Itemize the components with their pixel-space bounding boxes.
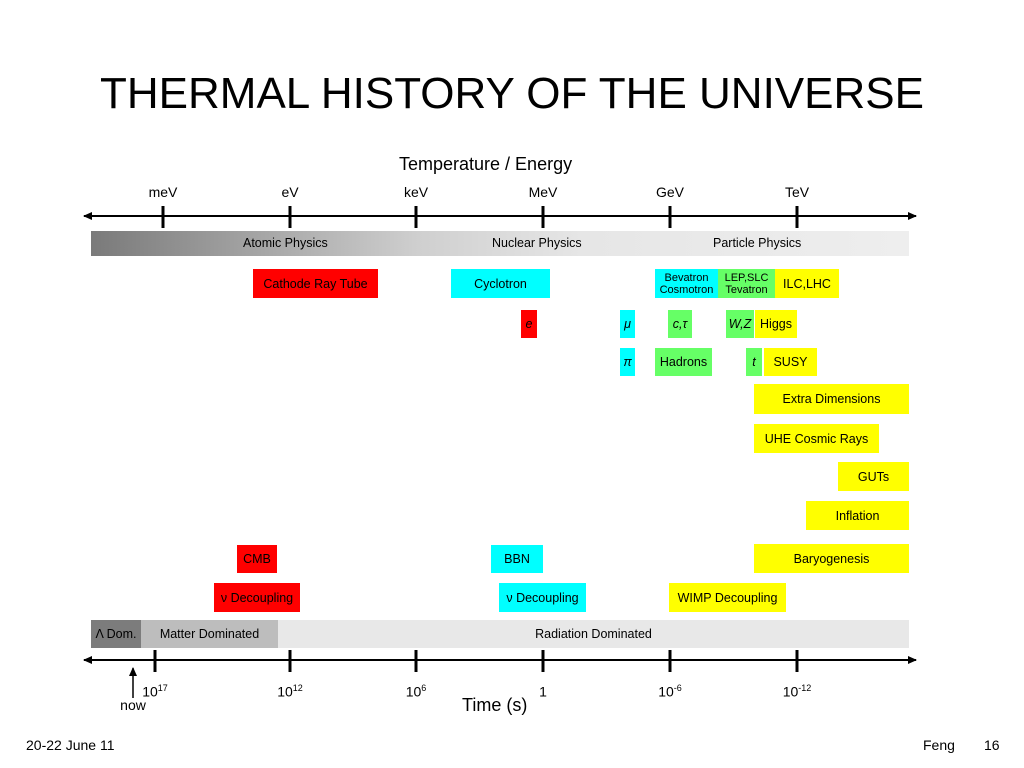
bottom-tick-label: 10-6 [658,683,682,700]
radiation-dominated-segment: Radiation Dominated [278,620,909,648]
top-axis-ticks [161,206,799,228]
hadrons-box: Hadrons [655,348,712,376]
higgs-box: Higgs [755,310,797,338]
cathode-ray-tube-box: Cathode Ray Tube [253,269,378,298]
lep-slc-label: LEP,SLC [724,271,769,284]
top-tick-label: eV [281,184,299,200]
bottom-tick-label: 10-12 [782,683,812,700]
tevatron-label: Tevatron [725,283,768,296]
top-axis-title: Temperature / Energy [399,154,573,174]
bottom-tick-label: 106 [405,683,427,700]
top-tick-label: keV [403,184,429,200]
atomic-physics-label: Atomic Physics [243,236,328,250]
neutrino-decoupling-box-2: ν Decoupling [499,583,586,612]
bbn-box: BBN [491,545,543,573]
baryogenesis-box: Baryogenesis [754,544,909,573]
charm-tau-box: c,τ [668,310,692,338]
top-tick-label: GeV [655,184,684,200]
ilc-lhc-box: ILC,LHC [775,269,839,298]
bottom-tick-label: 1012 [277,683,303,700]
lep-slc-tevatron-box: LEP,SLC Tevatron [718,269,775,298]
slide-title: THERMAL HISTORY OF THE UNIVERSE [100,69,924,118]
inflation-box: Inflation [806,501,909,530]
cosmotron-label: Cosmotron [659,283,714,296]
nuclear-physics-label: Nuclear Physics [492,236,582,250]
bottom-axis-ticks [153,650,799,672]
bevatron-label: Bevatron [664,271,709,284]
wimp-decoupling-box: WIMP Decoupling [669,583,786,612]
susy-box: SUSY [764,348,817,376]
bottom-tick-label: 1017 [142,683,168,700]
matter-dominated-segment: Matter Dominated [141,620,278,648]
uhe-cosmic-rays-box: UHE Cosmic Rays [754,424,879,453]
muon-box: μ [620,310,635,338]
lambda-dominated-segment: Λ Dom. [91,620,141,648]
physics-band: Atomic Physics Nuclear Physics Particle … [91,231,909,256]
guts-box: GUTs [838,462,909,491]
now-label: now [120,697,146,713]
top-tick-label: MeV [528,184,558,200]
bottom-tick-label: 1 [539,683,547,700]
w-z-box: W,Z [726,310,754,338]
extra-dimensions-box: Extra Dimensions [754,384,909,414]
top-quark-box: t [746,348,762,376]
bottom-axis-title: Time (s) [462,695,528,715]
footer-author: Feng [923,737,955,753]
bevatron-cosmotron-box: Bevatron Cosmotron [655,269,718,298]
cyclotron-box: Cyclotron [451,269,550,298]
electron-box: e [521,310,537,338]
top-tick-label: TeV [784,184,810,200]
footer-date: 20-22 June 11 [26,737,115,753]
neutrino-decoupling-box-1: ν Decoupling [214,583,300,612]
cmb-box: CMB [237,545,277,573]
particle-physics-label: Particle Physics [713,236,802,250]
top-tick-label: meV [148,184,178,200]
pion-box: π [620,348,635,376]
footer-page-number: 16 [984,737,1000,753]
